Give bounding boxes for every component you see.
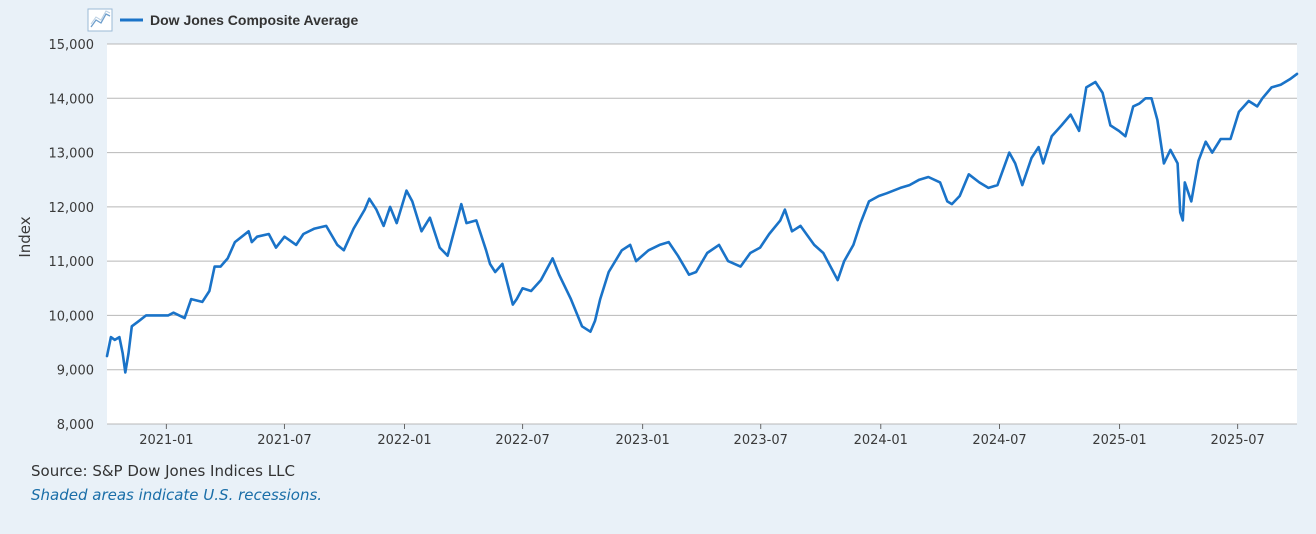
legend[interactable]: Dow Jones Composite Average <box>87 8 358 32</box>
x-tick-label: 2023-01 <box>615 433 669 448</box>
line-chart-icon[interactable] <box>87 8 113 32</box>
series-layer <box>105 72 1299 374</box>
y-tick-label: 14,000 <box>49 92 95 107</box>
legend-label[interactable]: Dow Jones Composite Average <box>150 12 358 28</box>
y-axis-title: Index <box>16 216 34 257</box>
plot-area <box>107 44 1297 424</box>
y-tick-label: 9,000 <box>57 364 94 379</box>
y-tick-label: 10,000 <box>49 309 95 324</box>
x-tick-label: 2023-07 <box>734 433 788 448</box>
grid-lines <box>107 43 1297 425</box>
y-tick-label: 12,000 <box>49 201 95 216</box>
x-tick-label: 2024-01 <box>854 433 908 448</box>
x-tick-label: 2024-07 <box>972 433 1026 448</box>
x-tick-label: 2022-01 <box>377 433 431 448</box>
x-tick-label: 2021-01 <box>139 433 193 448</box>
x-axis-ticks: 2021-01 2021-07 2022-01 2022-07 2023-01 2023-… <box>139 424 1265 448</box>
x-tick-label: 2022-07 <box>495 433 549 448</box>
y-axis-ticks: 8,000 9,000 10,000 11,000 12,000 13,000 14,000… <box>49 38 95 433</box>
x-tick-label: 2025-07 <box>1210 433 1264 448</box>
recession-note: Shaded areas indicate U.S. recessions. <box>31 486 323 504</box>
series-line[interactable] <box>105 72 1299 374</box>
y-tick-label: 13,000 <box>49 147 95 162</box>
x-tick-label: 2021-07 <box>257 433 311 448</box>
x-tick-label: 2025-01 <box>1092 433 1146 448</box>
source-note: Source: S&P Dow Jones Indices LLC <box>31 462 295 480</box>
y-tick-label: 15,000 <box>49 38 95 53</box>
y-tick-label: 11,000 <box>49 255 95 270</box>
y-tick-label: 8,000 <box>57 418 94 433</box>
